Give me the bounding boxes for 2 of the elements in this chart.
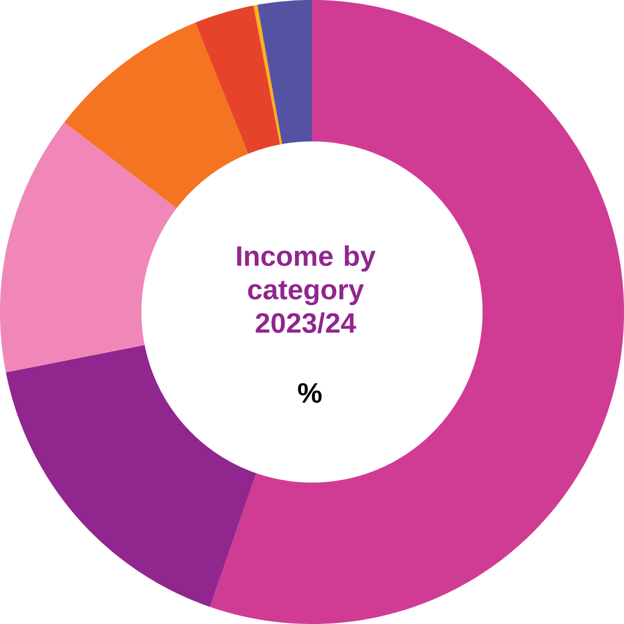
text: Income by category 2023/24 <box>237 245 376 334</box>
text: % <box>298 383 322 403</box>
